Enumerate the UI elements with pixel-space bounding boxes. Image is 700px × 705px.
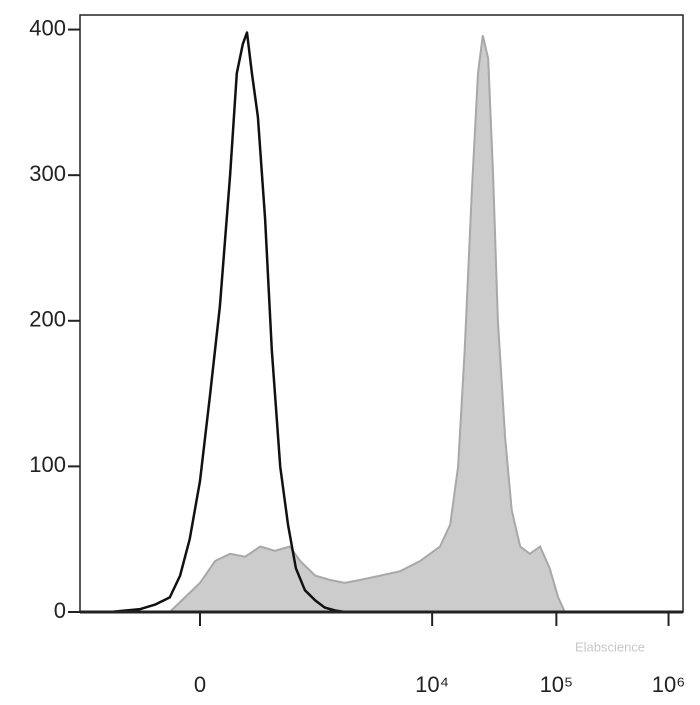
y-tick-label: 0 (54, 598, 66, 623)
histogram-area (167, 35, 567, 613)
x-tick-label: 10⁵ (540, 672, 574, 697)
x-tick-label: 0 (194, 672, 206, 697)
x-tick-label: 10⁴ (415, 672, 449, 697)
plot-frame (79, 14, 684, 613)
watermark: Elabscience (575, 639, 645, 654)
y-tick-label: 300 (29, 161, 66, 186)
histogram-line (110, 31, 501, 614)
y-tick-label: 400 (29, 15, 66, 40)
y-tick-label: 200 (29, 307, 66, 332)
x-tick-label: 10⁶ (652, 672, 686, 697)
y-tick-label: 100 (29, 452, 66, 477)
